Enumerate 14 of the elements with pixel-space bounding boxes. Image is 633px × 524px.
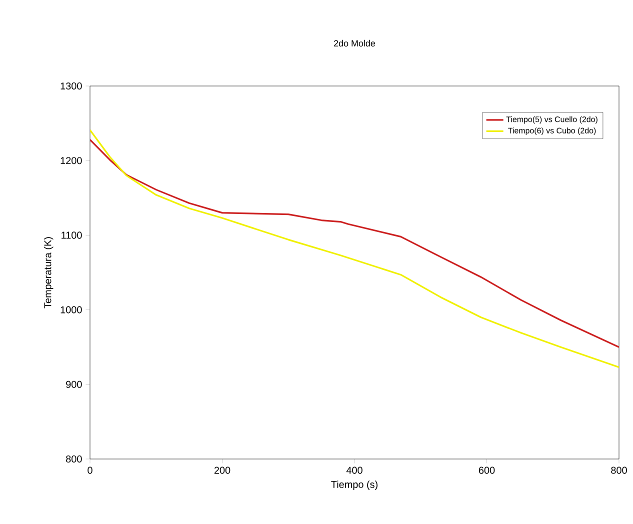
y-tick-label: 1000	[60, 306, 82, 314]
x-tick-label: 200	[214, 466, 230, 474]
chart-title: 2do Molde	[334, 40, 376, 47]
y-tick-label: 900	[66, 380, 82, 388]
x-tick-label: 600	[478, 466, 495, 474]
y-tick-label: 1200	[60, 157, 82, 164]
y-tick-label: 800	[66, 455, 82, 463]
y-tick-label: 1100	[62, 232, 82, 239]
x-tick-label: 400	[346, 466, 362, 474]
x-axis-title: Tiempo (s)	[331, 480, 378, 490]
x-tick-label: 800	[611, 466, 627, 474]
x-tick-label: 0	[88, 466, 92, 474]
y-tick-label: 1300	[60, 82, 82, 90]
y-axis-title: Temperatura (K)	[44, 237, 54, 308]
